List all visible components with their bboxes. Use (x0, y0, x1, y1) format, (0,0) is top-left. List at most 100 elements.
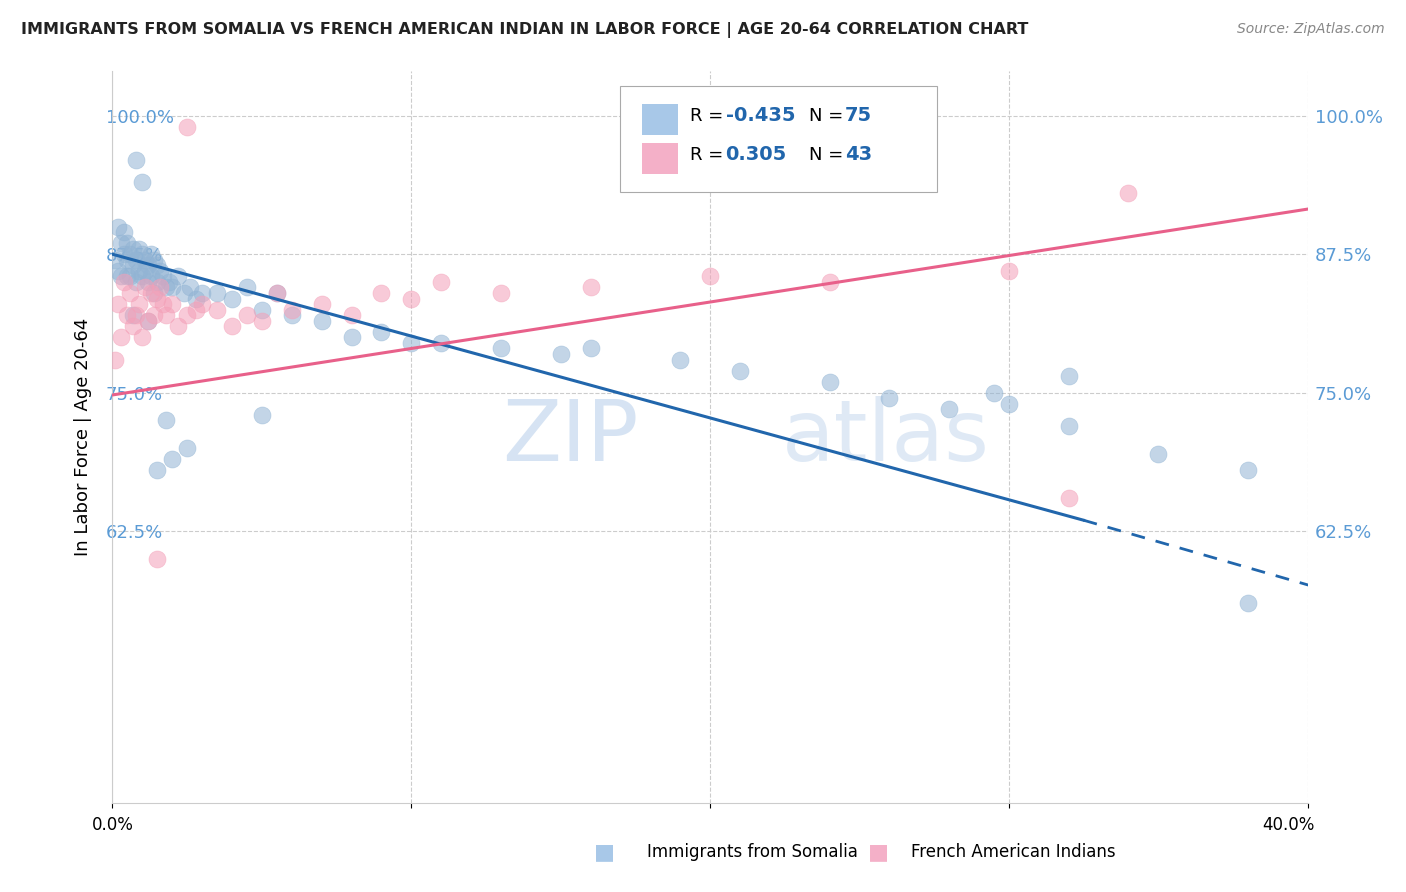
Point (669, 352, 692, 367)
Point (167, 319, 190, 334)
Text: 40.0%: 40.0% (1263, 816, 1315, 834)
Point (176, 120, 198, 134)
Y-axis label: In Labor Force | Age 20-64: In Labor Force | Age 20-64 (73, 318, 91, 557)
Point (155, 280, 177, 294)
Point (122, 308, 145, 322)
Point (149, 264, 172, 278)
Point (179, 280, 201, 294)
Point (1118, 186, 1140, 201)
Point (138, 314, 160, 328)
Point (191, 297, 214, 311)
Point (998, 397, 1021, 411)
Point (162, 452, 183, 467)
Point (134, 252, 156, 267)
Text: 75: 75 (845, 106, 872, 125)
Point (143, 252, 166, 267)
Point (134, 264, 156, 278)
Point (1237, 596, 1260, 610)
FancyBboxPatch shape (643, 143, 678, 174)
Point (173, 285, 195, 300)
Point (117, 236, 139, 251)
Point (120, 247, 142, 261)
Point (117, 252, 139, 267)
Point (281, 302, 304, 317)
Text: Source: ZipAtlas.com: Source: ZipAtlas.com (1237, 22, 1385, 37)
Point (141, 247, 163, 261)
Point (1057, 491, 1080, 505)
Point (176, 308, 198, 322)
Text: atlas: atlas (782, 395, 990, 479)
Point (250, 314, 273, 328)
Point (146, 275, 169, 289)
FancyBboxPatch shape (643, 104, 678, 135)
Point (489, 285, 512, 300)
Point (117, 308, 139, 322)
Point (107, 264, 129, 278)
Point (186, 292, 208, 306)
Text: R =: R = (690, 107, 728, 125)
Point (205, 302, 228, 317)
Point (983, 385, 1005, 400)
Point (221, 319, 243, 334)
Point (125, 308, 148, 322)
Point (176, 441, 198, 455)
Point (818, 375, 841, 389)
Point (430, 335, 453, 350)
Point (186, 302, 208, 317)
Point (155, 308, 177, 322)
Point (146, 292, 169, 306)
Point (370, 285, 392, 300)
Point (138, 275, 160, 289)
Text: ■: ■ (595, 842, 614, 862)
Point (157, 275, 180, 289)
Point (340, 308, 363, 322)
Point (146, 463, 169, 477)
Point (107, 219, 129, 234)
Point (131, 330, 153, 344)
Point (266, 285, 288, 300)
Point (281, 308, 304, 322)
Text: French American Indians: French American Indians (911, 843, 1116, 861)
Point (236, 308, 259, 322)
Point (125, 252, 148, 267)
Point (728, 363, 751, 377)
Point (114, 225, 135, 239)
Point (250, 408, 273, 422)
Point (162, 297, 183, 311)
Point (122, 319, 145, 334)
Point (107, 297, 129, 311)
Point (117, 269, 139, 284)
Point (104, 352, 127, 367)
Point (311, 314, 333, 328)
Point (1237, 463, 1260, 477)
Point (125, 153, 148, 167)
Point (1057, 369, 1080, 384)
Point (489, 342, 512, 356)
Text: ZIP: ZIP (502, 395, 638, 479)
Point (141, 285, 163, 300)
Point (579, 280, 602, 294)
Point (938, 402, 960, 417)
Text: -0.435: -0.435 (725, 106, 794, 125)
Point (221, 292, 243, 306)
Point (191, 285, 214, 300)
Point (114, 247, 135, 261)
Text: 0.0%: 0.0% (91, 816, 134, 834)
Point (120, 269, 142, 284)
Point (128, 297, 150, 311)
Point (152, 269, 174, 284)
Point (138, 314, 160, 328)
Point (1057, 419, 1080, 434)
Point (138, 258, 160, 272)
Point (401, 292, 423, 306)
Point (155, 413, 177, 427)
Point (125, 275, 148, 289)
Point (128, 264, 150, 278)
Text: N =: N = (810, 107, 849, 125)
Point (162, 280, 183, 294)
Point (143, 285, 166, 300)
Point (205, 285, 228, 300)
Point (131, 269, 153, 284)
Point (146, 258, 169, 272)
Text: Immigrants from Somalia: Immigrants from Somalia (647, 843, 858, 861)
